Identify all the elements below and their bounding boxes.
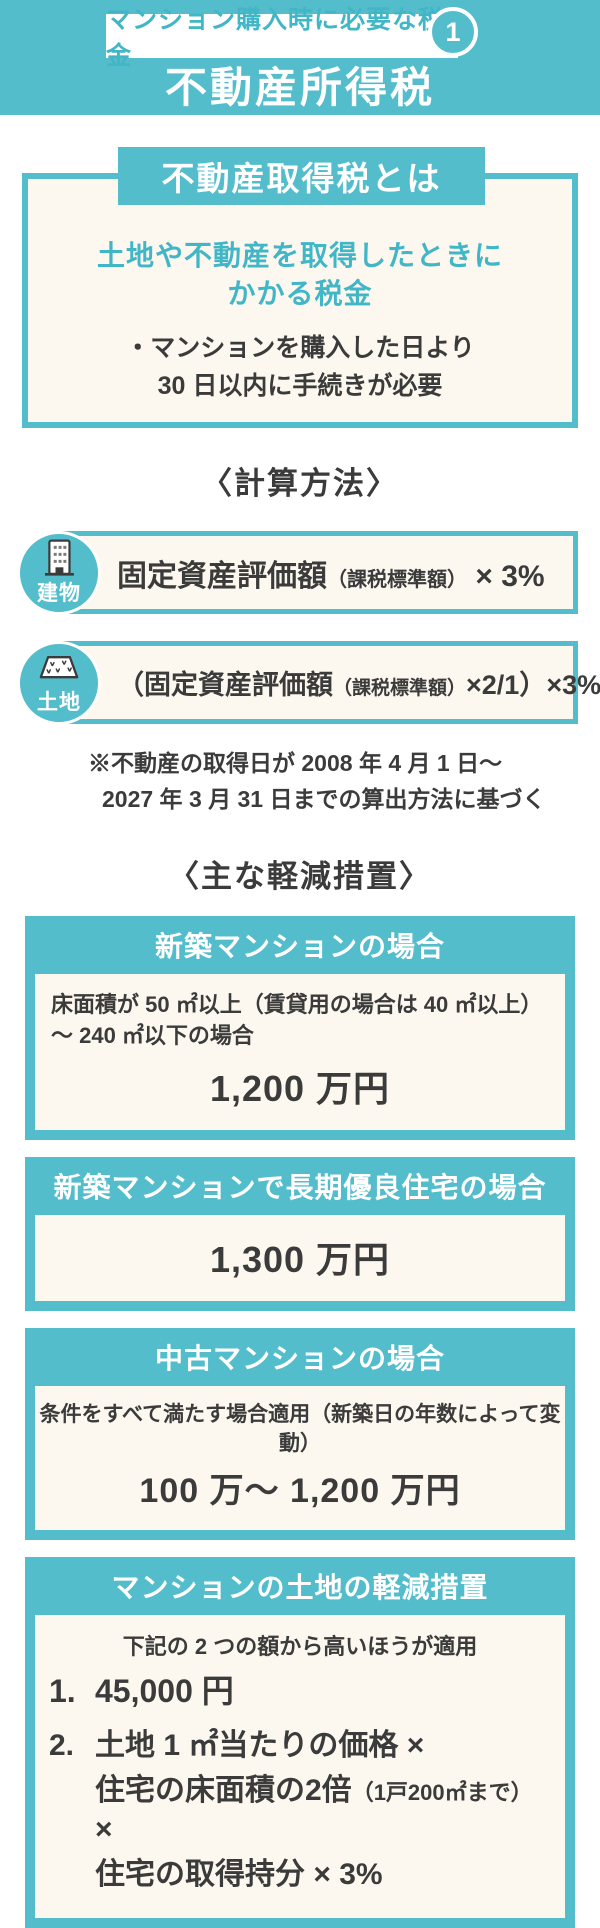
land-reduction-item2-line2: 住宅の床面積の2倍（1戸200㎡まで） × (95, 1771, 551, 1849)
about-box-title-tab: 不動産取得税とは (118, 147, 485, 205)
card-new-mansion-desc-line2: 〜 240 ㎡以下の場合 (51, 1023, 254, 1049)
reduction-section-heading: 〈主な軽減措置〉 (168, 859, 432, 895)
land-formula-tail: ×2/1）×3% (466, 670, 600, 700)
about-note-line1: ・マンションを購入した日より (125, 333, 475, 362)
card-longterm-housing-title: 新築マンションで長期優良住宅の場合 (53, 1171, 547, 1203)
building-formula-row: 建物 固定資産評価額（課税標準額） × 3% (17, 530, 578, 615)
card-land-reduction-intro: 下記の 2 つの額から高いほうが適用 (122, 1633, 478, 1659)
about-highlight-line1: 土地や不動産を取得したときに (96, 240, 503, 271)
number-badge: 1 (428, 7, 478, 57)
calc-section-heading: 〈計算方法〉 (201, 466, 399, 501)
item2-line2-main: 住宅の床面積の2倍 (95, 1774, 352, 1808)
about-box: 不動産取得税とは 土地や不動産を取得したときに かかる税金 ・マンションを購入し… (22, 147, 578, 428)
page-header: マンション購入時に必要な税金 1 不動産所得税 (0, 0, 600, 115)
about-note-text: ・マンションを購入した日より 30 日以内に手続きが必要 (28, 329, 572, 407)
card-used-mansion: 中古マンションの場合 条件をすべて満たす場合適用（新築日の年数によって変動） 1… (25, 1327, 575, 1540)
building-icon (38, 538, 80, 580)
header-tagline-box: マンション購入時に必要な税金 (106, 6, 458, 70)
land-badge-label: 土地 (37, 691, 81, 714)
card-used-mansion-body: 条件をすべて満たす場合適用（新築日の年数によって変動） 100 万〜 1,200… (35, 1385, 565, 1530)
card-longterm-housing-amount: 1,300 万円 (209, 1238, 391, 1280)
land-reduction-item2-number: 2. (49, 1729, 75, 1763)
about-note-line2: 30 日以内に手続きが必要 (157, 372, 443, 401)
building-badge-label: 建物 (37, 582, 81, 605)
land-reduction-item1: 1. 45,000 円 (49, 1671, 551, 1713)
land-reduction-item2-line1: 土地 1 ㎡当たりの価格 × (95, 1729, 425, 1763)
card-new-mansion-title: 新築マンションの場合 (154, 931, 445, 963)
card-longterm-housing: 新築マンションで長期優良住宅の場合 1,300 万円 (25, 1156, 575, 1311)
land-reduction-item2-line3: 住宅の取得持分 × 3% (95, 1858, 383, 1892)
header-tagline: マンション購入時に必要な税金 (106, 6, 445, 70)
card-used-mansion-title: 中古マンションの場合 (154, 1342, 445, 1374)
building-formula: 固定資産評価額（課税標準額） × 3% (117, 551, 545, 595)
building-formula-tail: × 3% (467, 559, 545, 593)
card-new-mansion-amount: 1,200 万円 (209, 1067, 391, 1109)
building-formula-main: 固定資産評価額 (117, 559, 327, 593)
card-used-mansion-desc: 条件をすべて満たす場合適用（新築日の年数によって変動） (39, 1402, 561, 1456)
card-new-mansion-body: 床面積が 50 ㎡以上（賃貸用の場合は 40 ㎡以上） 〜 240 ㎡以下の場合… (35, 974, 565, 1130)
item2-line2-small: （1戸200㎡まで） (351, 1780, 533, 1806)
land-formula: （固定資産評価額（課税標準額）×2/1）×3% (117, 663, 600, 702)
about-highlight-line2: かかる税金 (227, 277, 373, 309)
land-formula-row: 土地 （固定資産評価額（課税標準額）×2/1）×3% (17, 640, 600, 725)
card-new-mansion-desc: 床面積が 50 ㎡以上（賃貸用の場合は 40 ㎡以上） 〜 240 ㎡以下の場合 (51, 990, 549, 1052)
card-longterm-housing-body: 1,300 万円 (35, 1214, 565, 1301)
land-reduction-item2-text: 土地 1 ㎡当たりの価格 × 住宅の床面積の2倍（1戸200㎡まで） × 住宅の… (95, 1726, 551, 1894)
calc-footnote-line2: 2027 年 3 月 31 日までの算出方法に基づく (102, 785, 546, 812)
building-badge: 建物 (17, 530, 101, 615)
card-new-mansion: 新築マンションの場合 床面積が 50 ㎡以上（賃貸用の場合は 40 ㎡以上） 〜… (25, 916, 575, 1140)
card-land-reduction-list: 1. 45,000 円 2. 土地 1 ㎡当たりの価格 × 住宅の床面積の2倍（… (49, 1671, 551, 1895)
building-formula-small: （課税標準額） (327, 568, 467, 591)
page-title: 不動産所得税 (164, 64, 435, 111)
calc-footnote: ※不動産の取得日が 2008 年 4 月 1 日〜 2027 年 3 月 31 … (88, 746, 600, 817)
land-reduction-item1-number: 1. (49, 1672, 76, 1709)
land-reduction-item1-text: 45,000 円 (95, 1672, 234, 1709)
land-formula-main: （固定資産評価額 (117, 670, 333, 700)
about-highlight-text: 土地や不動産を取得したときに かかる税金 (28, 237, 572, 313)
item2-line2-tail: × (95, 1813, 113, 1847)
card-land-reduction-title: マンションの土地の軽減措置 (111, 1571, 489, 1603)
card-land-reduction-body: 下記の 2 つの額から高いほうが適用 1. 45,000 円 2. 土地 1 ㎡… (35, 1614, 565, 1919)
card-used-mansion-amount: 100 万〜 1,200 万円 (139, 1471, 461, 1510)
number-badge-value: 1 (445, 16, 461, 47)
land-badge: 土地 (17, 640, 101, 725)
calc-footnote-line1: ※不動産の取得日が 2008 年 4 月 1 日〜 (88, 750, 503, 776)
land-formula-small: （課税標準額） (333, 678, 467, 699)
land-icon (37, 649, 81, 689)
land-reduction-item2: 2. 土地 1 ㎡当たりの価格 × 住宅の床面積の2倍（1戸200㎡まで） × … (49, 1726, 551, 1894)
card-new-mansion-desc-line1: 床面積が 50 ㎡以上（賃貸用の場合は 40 ㎡以上） (51, 992, 543, 1018)
card-land-reduction: マンションの土地の軽減措置 下記の 2 つの額から高いほうが適用 1. 45,0… (25, 1556, 575, 1928)
